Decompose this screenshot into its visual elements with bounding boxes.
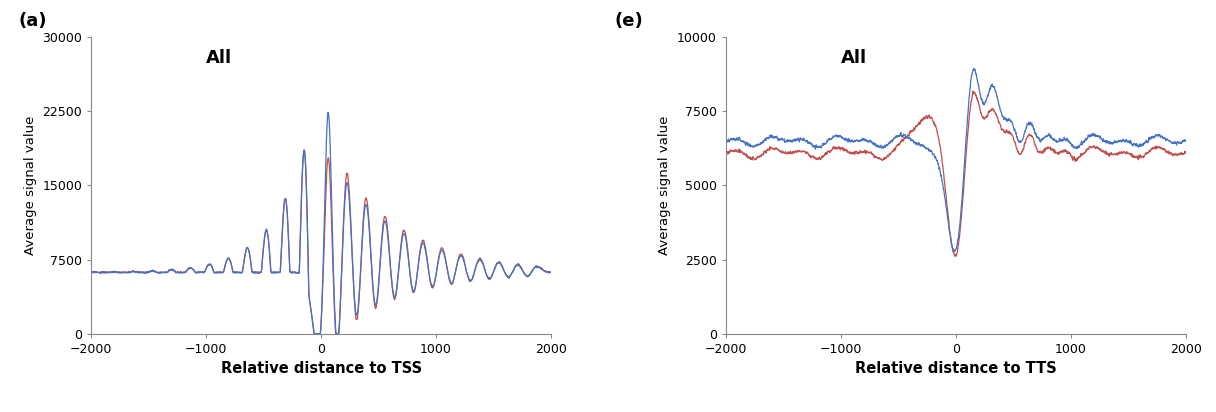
Text: All: All xyxy=(207,49,232,67)
Y-axis label: Average signal value: Average signal value xyxy=(24,116,36,255)
Text: All: All xyxy=(840,49,867,67)
Text: (e): (e) xyxy=(614,12,643,30)
X-axis label: Relative distance to TSS: Relative distance to TSS xyxy=(220,361,422,376)
X-axis label: Relative distance to TTS: Relative distance to TTS xyxy=(855,361,1057,376)
Y-axis label: Average signal value: Average signal value xyxy=(658,116,671,255)
Text: (a): (a) xyxy=(18,12,46,30)
